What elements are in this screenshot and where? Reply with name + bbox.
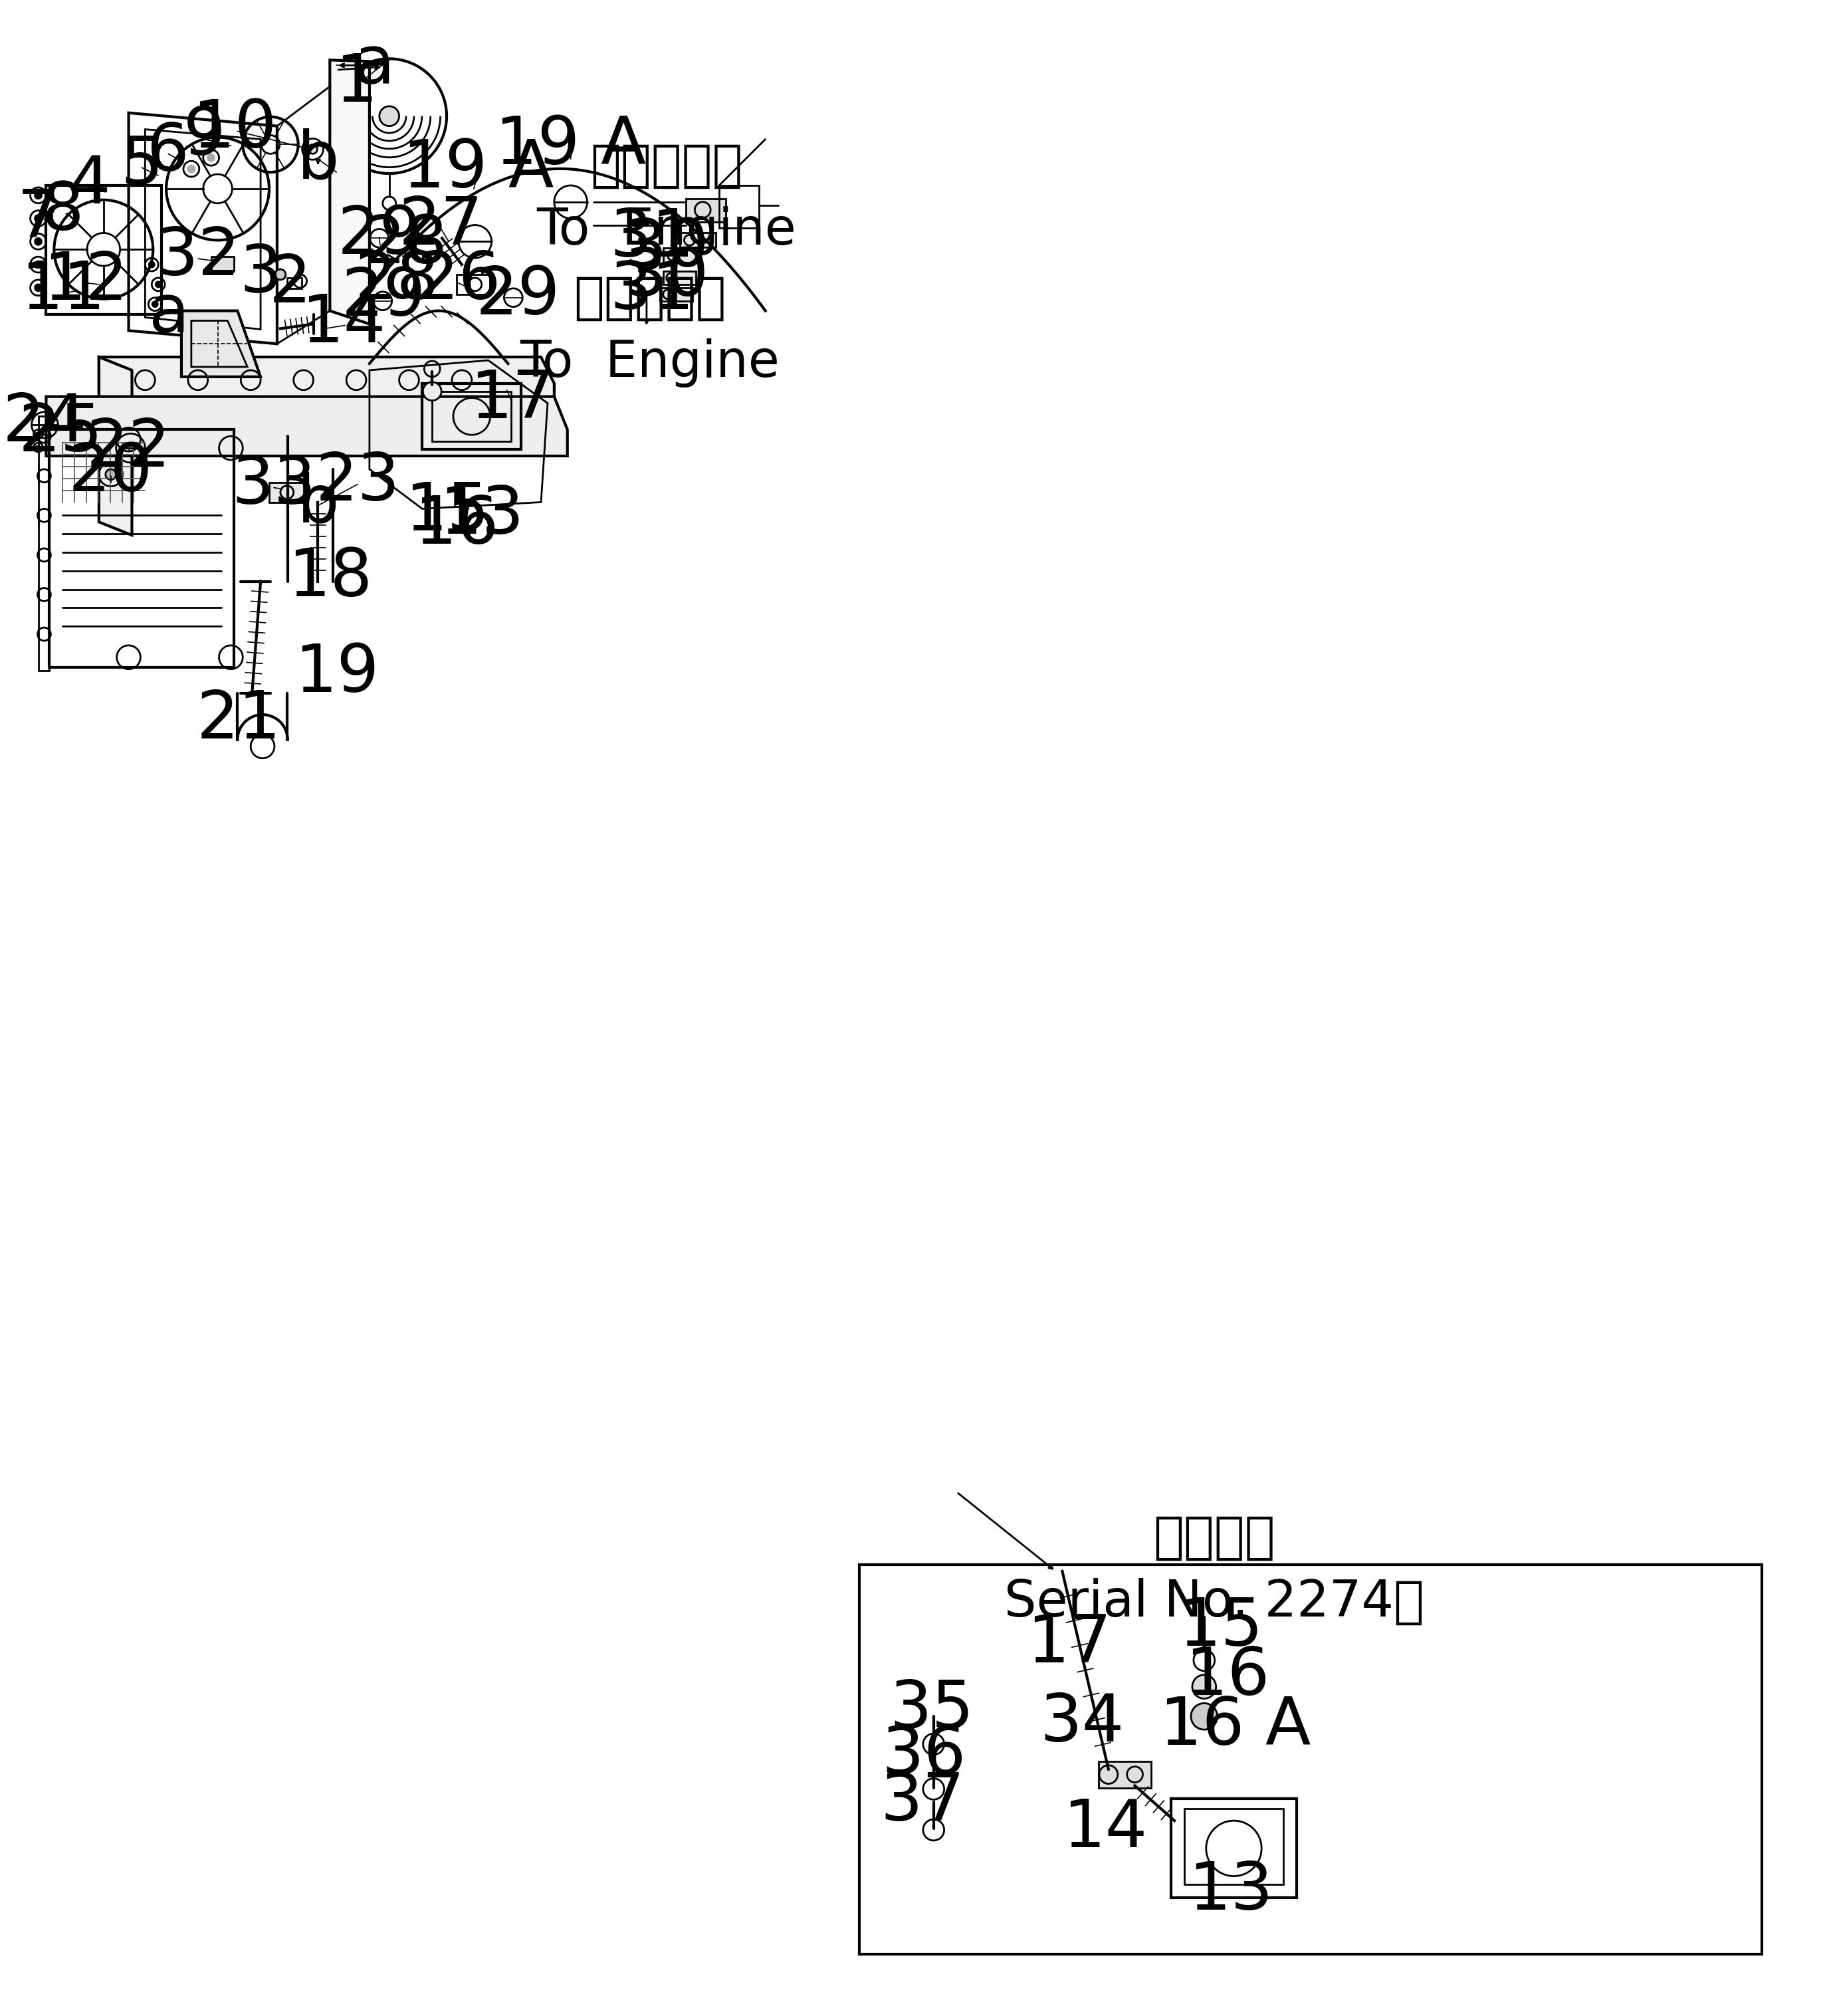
Polygon shape bbox=[329, 60, 369, 325]
Text: 19 A: 19 A bbox=[402, 137, 554, 202]
Text: 30: 30 bbox=[624, 246, 708, 310]
Text: 1: 1 bbox=[335, 50, 377, 115]
Text: 5: 5 bbox=[121, 133, 163, 198]
Text: b: b bbox=[296, 129, 338, 194]
Text: 31: 31 bbox=[609, 258, 695, 323]
Text: 33: 33 bbox=[232, 454, 316, 518]
Circle shape bbox=[35, 216, 42, 222]
Text: 37: 37 bbox=[880, 1770, 964, 1835]
Bar bbox=[664, 248, 699, 262]
Text: 19: 19 bbox=[294, 641, 379, 706]
Bar bbox=[1185, 1808, 1284, 1885]
Bar bbox=[1171, 1798, 1297, 1897]
Text: b: b bbox=[296, 472, 338, 536]
Text: 11: 11 bbox=[20, 258, 104, 323]
Text: 10: 10 bbox=[192, 97, 276, 161]
Bar bbox=[49, 429, 234, 667]
Text: 2: 2 bbox=[269, 252, 311, 317]
Bar bbox=[686, 200, 726, 222]
Text: 15: 15 bbox=[404, 480, 490, 544]
Text: 32: 32 bbox=[155, 224, 240, 288]
Bar bbox=[457, 274, 490, 294]
Text: 21: 21 bbox=[196, 687, 282, 752]
Text: 18: 18 bbox=[287, 546, 371, 611]
Circle shape bbox=[35, 238, 42, 244]
Circle shape bbox=[274, 270, 285, 280]
Text: 17: 17 bbox=[470, 367, 554, 431]
Text: エンジンへ
To  Engine: エンジンへ To Engine bbox=[536, 141, 796, 256]
Text: 27: 27 bbox=[399, 194, 483, 258]
Circle shape bbox=[35, 284, 42, 290]
Circle shape bbox=[1193, 1675, 1216, 1699]
Text: 17: 17 bbox=[1026, 1611, 1112, 1675]
Text: 9: 9 bbox=[183, 105, 225, 169]
Polygon shape bbox=[99, 357, 132, 534]
Bar bbox=[660, 288, 693, 300]
Text: 28: 28 bbox=[364, 212, 448, 276]
Text: 30: 30 bbox=[624, 216, 708, 280]
Text: 35: 35 bbox=[889, 1677, 973, 1742]
Text: エンジンへ
To  Engine: エンジンへ To Engine bbox=[519, 274, 779, 387]
Circle shape bbox=[35, 262, 42, 268]
Text: 31: 31 bbox=[609, 206, 695, 270]
Bar bbox=[664, 272, 697, 284]
Circle shape bbox=[1191, 1704, 1218, 1730]
Text: 14: 14 bbox=[300, 292, 386, 357]
Circle shape bbox=[106, 470, 115, 480]
Text: 24: 24 bbox=[2, 391, 88, 456]
Circle shape bbox=[150, 262, 154, 268]
Text: 16: 16 bbox=[1185, 1645, 1269, 1710]
Text: a: a bbox=[150, 282, 190, 347]
Text: 29: 29 bbox=[476, 264, 560, 329]
Bar bbox=[269, 482, 305, 502]
Bar bbox=[860, 1564, 1761, 1954]
Polygon shape bbox=[99, 357, 554, 403]
Text: 20: 20 bbox=[68, 442, 154, 506]
Text: 8: 8 bbox=[42, 179, 84, 244]
Bar bbox=[210, 256, 234, 272]
Text: 3: 3 bbox=[240, 242, 282, 306]
Text: 12: 12 bbox=[44, 250, 128, 314]
Text: a: a bbox=[355, 32, 395, 97]
Circle shape bbox=[422, 383, 441, 401]
Text: 7: 7 bbox=[16, 185, 59, 250]
Text: 13: 13 bbox=[439, 484, 523, 548]
Text: 適用号機
Serial No. 2274～: 適用号機 Serial No. 2274～ bbox=[1004, 1514, 1425, 1627]
Bar bbox=[422, 383, 521, 450]
Bar bbox=[432, 391, 512, 442]
Text: 26: 26 bbox=[417, 248, 501, 312]
Text: 36: 36 bbox=[882, 1724, 966, 1788]
Text: 28: 28 bbox=[355, 248, 439, 312]
Circle shape bbox=[379, 107, 399, 127]
Circle shape bbox=[152, 302, 157, 306]
Text: 29: 29 bbox=[337, 204, 422, 268]
Circle shape bbox=[307, 145, 316, 153]
Text: 34: 34 bbox=[1041, 1691, 1125, 1756]
Text: 13: 13 bbox=[1189, 1859, 1273, 1923]
Bar bbox=[46, 185, 161, 314]
Circle shape bbox=[188, 165, 194, 171]
Text: 25: 25 bbox=[18, 401, 102, 466]
Circle shape bbox=[35, 192, 42, 200]
Bar bbox=[287, 278, 302, 288]
Circle shape bbox=[209, 155, 214, 161]
Text: 23: 23 bbox=[315, 450, 401, 514]
Bar bbox=[680, 234, 715, 248]
Text: 16 A: 16 A bbox=[1160, 1693, 1311, 1758]
Text: 22: 22 bbox=[86, 415, 170, 480]
Text: 16: 16 bbox=[415, 494, 499, 558]
Polygon shape bbox=[46, 397, 567, 456]
Text: 4: 4 bbox=[68, 153, 110, 218]
Text: 29: 29 bbox=[342, 266, 426, 331]
Text: 14: 14 bbox=[1063, 1796, 1147, 1861]
Text: 15: 15 bbox=[1178, 1595, 1262, 1659]
Text: 6: 6 bbox=[146, 121, 190, 185]
Text: 19 A: 19 A bbox=[496, 113, 646, 177]
Polygon shape bbox=[181, 310, 260, 377]
Circle shape bbox=[155, 282, 161, 286]
Bar bbox=[1099, 1762, 1150, 1788]
